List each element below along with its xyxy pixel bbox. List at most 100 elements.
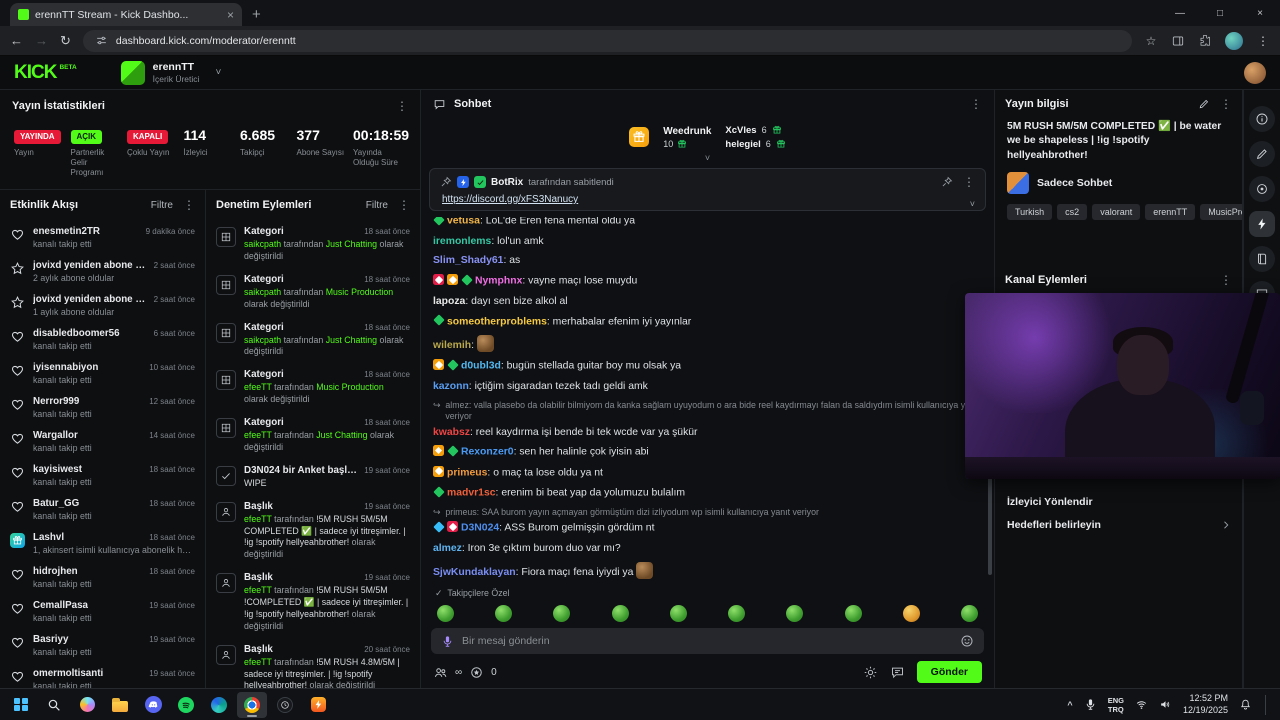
bolt-rail-icon[interactable] bbox=[1249, 211, 1275, 237]
edit-stream-info-icon[interactable] bbox=[1198, 98, 1210, 110]
quick-emote[interactable] bbox=[728, 604, 746, 622]
tab-close-icon[interactable]: × bbox=[226, 7, 234, 22]
window-minimize-button[interactable]: — bbox=[1175, 7, 1185, 19]
tray-mic-icon[interactable] bbox=[1084, 698, 1097, 711]
window-maximize-button[interactable]: □ bbox=[1216, 7, 1224, 19]
chat-scrollbar[interactable] bbox=[988, 425, 992, 575]
taskbar-app-clock[interactable] bbox=[270, 692, 300, 718]
chat-username[interactable]: lapoza bbox=[433, 295, 466, 307]
user-avatar[interactable] bbox=[1244, 61, 1266, 84]
moderation-item[interactable]: Başlık 20 saat önce efeeTT tarafından !5M … bbox=[206, 638, 420, 688]
activity-menu-icon[interactable]: ⋮ bbox=[183, 198, 195, 212]
chat-username[interactable]: almez bbox=[433, 542, 462, 554]
url-bar[interactable]: dashboard.kick.com/moderator/erenntt bbox=[82, 29, 1132, 52]
side-panel-icon[interactable] bbox=[1171, 34, 1185, 48]
quick-emote[interactable] bbox=[960, 604, 978, 622]
send-button[interactable]: Gönder bbox=[916, 661, 982, 683]
chat-username[interactable]: iremonlems bbox=[433, 235, 492, 247]
activity-item[interactable]: enesmetin2TR 9 dakika önce kanalı takip et… bbox=[0, 220, 205, 254]
activity-item[interactable]: iyisennabiyon 10 saat önce kanalı takip et… bbox=[0, 356, 205, 390]
window-close-button[interactable]: × bbox=[1257, 7, 1263, 19]
chat-username[interactable]: Nymphnx bbox=[475, 275, 523, 287]
quick-emote[interactable] bbox=[902, 604, 920, 622]
activity-item[interactable]: Lashvl 18 saat önce 1, akinsert isimli kul… bbox=[0, 526, 205, 560]
chat-username[interactable]: SjwKundaklayan bbox=[433, 566, 516, 578]
chat-input[interactable] bbox=[462, 635, 952, 647]
taskbar-app-copilot[interactable] bbox=[72, 692, 102, 718]
activity-filter-button[interactable]: Filtre bbox=[150, 199, 173, 211]
quick-emote[interactable] bbox=[669, 604, 687, 622]
taskbar-app-search[interactable] bbox=[39, 692, 69, 718]
activity-item[interactable]: hidrojhen 18 saat önce kanalı takip etti bbox=[0, 560, 205, 594]
pinned-link[interactable]: https://discord.gg/xFS3Nanucy bbox=[442, 194, 579, 205]
quick-emote[interactable] bbox=[553, 604, 571, 622]
pencil-rail-icon[interactable] bbox=[1249, 141, 1275, 167]
moderation-item[interactable]: Kategori 18 saat önce saikcpath tarafından… bbox=[206, 316, 420, 364]
chat-username[interactable]: someotherproblems bbox=[447, 316, 547, 328]
activity-item[interactable]: jovixd yeniden abone oldu! 2 saat önce 2 a… bbox=[0, 254, 205, 288]
back-icon[interactable]: ← bbox=[10, 33, 23, 48]
channel-switcher[interactable]: erennTT İçerik Üretici ˅ bbox=[120, 60, 222, 85]
activity-item[interactable]: Wargallor 14 saat önce kanalı takip etti bbox=[0, 424, 205, 458]
leaderboard-entry[interactable]: Weedrunk 10 bbox=[663, 126, 711, 149]
set-goals-link[interactable]: Hedefleri belirleyin bbox=[1007, 513, 1232, 536]
pinned-message[interactable]: BotRix tarafından sabitlendi ⋮ https://d… bbox=[429, 168, 986, 211]
chat-menu-icon[interactable]: ⋮ bbox=[970, 97, 982, 111]
quick-emote[interactable] bbox=[495, 604, 513, 622]
browser-profile-avatar[interactable] bbox=[1225, 31, 1243, 50]
moderation-item[interactable]: D3N024 bir Anket başlattı 19 saat önce WIP… bbox=[206, 459, 420, 495]
chat-username[interactable]: d0ubl3d bbox=[461, 360, 501, 372]
moderation-chat-icon[interactable] bbox=[890, 665, 905, 680]
speaker-icon[interactable] bbox=[1159, 698, 1172, 711]
taskbar-app-edge[interactable] bbox=[204, 692, 234, 718]
moderation-item[interactable]: Başlık 19 saat önce efeeTT tarafından !5M … bbox=[206, 495, 420, 567]
taskbar-app-explorer[interactable] bbox=[105, 692, 135, 718]
chat-username[interactable]: wilemih bbox=[433, 340, 472, 352]
chat-username[interactable]: kazonn bbox=[433, 380, 469, 392]
bookmark-star-icon[interactable]: ☆ bbox=[1145, 33, 1157, 48]
reward-seal-icon[interactable] bbox=[469, 665, 484, 680]
chat-username[interactable]: Rexonzer0 bbox=[461, 446, 514, 458]
chevron-down-icon[interactable]: ˅ bbox=[215, 67, 222, 78]
chat-settings-gear-icon[interactable] bbox=[863, 665, 878, 680]
new-tab-button[interactable]: + bbox=[252, 6, 261, 23]
taskbar-app-chrome[interactable] bbox=[237, 691, 267, 718]
moderation-menu-icon[interactable]: ⋮ bbox=[398, 198, 410, 212]
activity-item[interactable]: jovixd yeniden abone oldu! 2 saat önce 1 a… bbox=[0, 288, 205, 322]
chat-username[interactable]: madvr1sc bbox=[447, 487, 496, 499]
target-rail-icon[interactable] bbox=[1249, 176, 1275, 202]
gift-leaderboard[interactable]: Weedrunk 10 XcVles 6 helegiel 6 bbox=[421, 118, 994, 156]
browser-menu-icon[interactable]: ⋮ bbox=[1257, 33, 1269, 48]
chatters-icon[interactable] bbox=[433, 665, 448, 680]
category-name[interactable]: Sadece Sohbet bbox=[1037, 177, 1113, 190]
activity-item[interactable]: disabledboomer56 6 saat önce kanalı takip … bbox=[0, 322, 205, 356]
quick-emote[interactable] bbox=[611, 604, 629, 622]
show-desktop-button[interactable] bbox=[1265, 694, 1268, 715]
clock[interactable]: 12:52 PM 12/19/2025 bbox=[1182, 692, 1228, 715]
site-settings-icon[interactable] bbox=[95, 34, 108, 47]
moderation-item[interactable]: Kategori 18 saat önce efeeTT tarafından Mu… bbox=[206, 363, 420, 411]
leaderboard-collapse-handle[interactable]: ˅ bbox=[704, 153, 711, 163]
moderation-item[interactable]: Kategori 18 saat önce saikcpath tarafından… bbox=[206, 268, 420, 316]
chat-username[interactable]: Slim_Shady61 bbox=[433, 255, 504, 267]
chat-username[interactable]: kwabsz bbox=[433, 426, 470, 438]
chat-username[interactable]: primeus bbox=[447, 467, 488, 479]
activity-item[interactable]: kayisiwest 18 saat önce kanalı takip etti bbox=[0, 458, 205, 492]
quick-emote[interactable] bbox=[844, 604, 862, 622]
taskbar-app-spotify[interactable] bbox=[171, 692, 201, 718]
taskbar-app-flame[interactable] bbox=[303, 692, 333, 718]
notification-bell-icon[interactable] bbox=[1239, 698, 1252, 711]
taskbar-app-discord[interactable] bbox=[138, 692, 168, 718]
moderation-item[interactable]: Kategori 18 saat önce efeeTT tarafından Ju… bbox=[206, 411, 420, 459]
stats-menu-icon[interactable]: ⋮ bbox=[396, 99, 408, 113]
stream-info-menu-icon[interactable]: ⋮ bbox=[1220, 97, 1232, 111]
redirect-viewers-link[interactable]: İzleyici Yönlendir bbox=[1007, 495, 1093, 508]
extensions-icon[interactable] bbox=[1198, 34, 1212, 48]
activity-item[interactable]: Nerror999 12 saat önce kanalı takip etti bbox=[0, 390, 205, 424]
channel-actions-menu-icon[interactable]: ⋮ bbox=[1220, 273, 1232, 288]
taskbar-app-start[interactable] bbox=[6, 692, 36, 718]
pinned-collapse-icon[interactable]: ˅ bbox=[969, 199, 975, 209]
unpin-icon[interactable] bbox=[941, 176, 953, 188]
emote-picker-icon[interactable] bbox=[960, 634, 974, 648]
book-rail-icon[interactable] bbox=[1249, 246, 1275, 272]
